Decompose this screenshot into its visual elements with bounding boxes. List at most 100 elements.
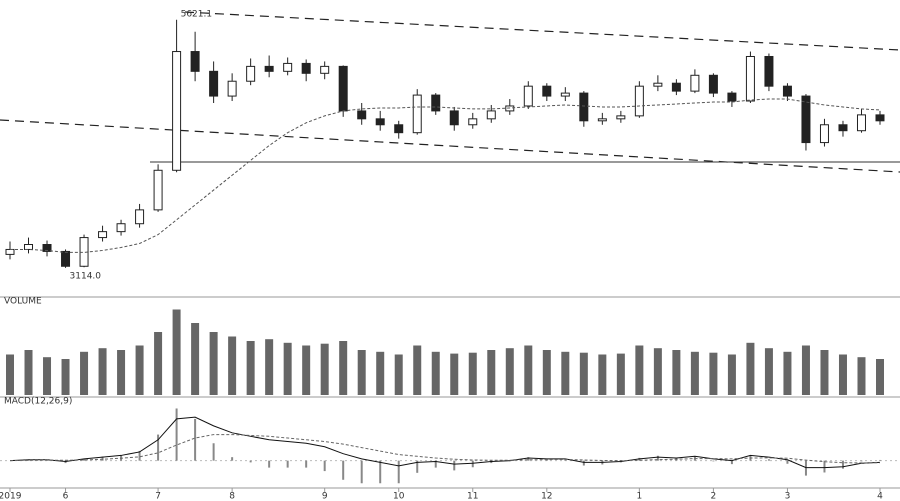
volume-bar [320, 343, 329, 395]
volume-bar [820, 350, 829, 395]
candle-body [320, 65, 330, 74]
moving-average-line [10, 98, 881, 253]
candle-body [42, 244, 52, 252]
volume-bar [727, 354, 736, 395]
candle-body [579, 92, 589, 122]
volume-bar [339, 341, 348, 395]
candle-body [764, 55, 774, 87]
volume-bar [302, 345, 311, 395]
volume-bar [80, 351, 89, 395]
volume-bar [838, 354, 847, 395]
volume-bar [209, 332, 218, 395]
x-tick-label: 11 [467, 492, 478, 501]
x-tick-label: 1 [636, 492, 642, 501]
volume-bar [690, 351, 699, 395]
volume-bar [117, 350, 126, 395]
trend-line [0, 119, 900, 173]
x-tick-label: 6 [63, 492, 69, 501]
volume-bar [746, 342, 755, 395]
volume-bar [376, 351, 385, 395]
volume-bar [283, 342, 292, 395]
candle-body [468, 118, 478, 126]
x-tick-label: 8 [229, 492, 235, 501]
candle-body [875, 114, 885, 122]
candle-body [357, 110, 367, 120]
candle-body [135, 209, 145, 225]
volume-bar [98, 348, 107, 395]
volume-bar [61, 359, 70, 395]
volume-bar [524, 345, 533, 395]
candle-body [819, 124, 829, 144]
volume-bar [801, 345, 810, 395]
candle-body [671, 82, 681, 92]
candle-body [560, 92, 570, 97]
candle-body [301, 62, 311, 74]
macd-dif-line [9, 416, 881, 469]
candle-body [190, 51, 200, 72]
candle-body [616, 115, 626, 120]
candle-body [708, 74, 718, 94]
volume-bar [246, 341, 255, 395]
volume-bar [357, 350, 366, 395]
candle-body [24, 244, 34, 250]
candle-body [449, 110, 459, 126]
volume-bar [228, 336, 237, 395]
candle-body [98, 231, 108, 239]
candle-body [209, 70, 219, 97]
volume-bar [783, 351, 792, 395]
candle-body [782, 85, 792, 97]
candle-body [727, 92, 737, 102]
volume-bar [394, 354, 403, 395]
volume-bar [413, 345, 422, 395]
x-tick-label: 2019 [0, 492, 22, 501]
candle-body [227, 80, 237, 97]
candle-body [856, 114, 866, 132]
volume-bar [709, 352, 718, 395]
macd-dea-line [9, 434, 881, 464]
x-tick-label: 10 [393, 492, 405, 501]
volume-bar [672, 350, 681, 395]
candle-body [338, 65, 348, 112]
volume-bar [191, 323, 200, 395]
candle-body [431, 94, 441, 112]
volume-bar [24, 350, 33, 395]
price-annotation: 5621.1 [181, 9, 213, 19]
trend-line [184, 11, 900, 51]
volume-bar [6, 354, 14, 395]
volume-bar [135, 345, 144, 395]
candle-body [745, 55, 755, 102]
candle-body [412, 94, 422, 134]
candle-body [542, 85, 552, 97]
volume-bar [635, 345, 644, 395]
candle-body [246, 65, 256, 82]
candle-body [597, 118, 607, 122]
volume-bar [579, 352, 588, 395]
candle-body [394, 124, 404, 134]
volume-bar [653, 348, 662, 395]
x-tick-label: 12 [541, 492, 552, 501]
volume-bar [876, 359, 884, 395]
candle-body [5, 248, 15, 255]
volume-title: VOLUME [4, 297, 42, 307]
candle-body [283, 62, 293, 72]
candle-body [375, 118, 385, 126]
candle-body [838, 124, 848, 132]
volume-bar [542, 350, 551, 395]
candle-body [153, 169, 163, 211]
candle-body [523, 85, 533, 107]
candle-body [634, 85, 644, 117]
candle-body [801, 95, 811, 144]
candle-body [172, 51, 182, 171]
volume-bar [487, 350, 496, 395]
candle-body [61, 250, 71, 267]
x-tick-label: 4 [877, 492, 883, 501]
price-annotation: 3114.0 [70, 271, 102, 281]
candle-body [264, 65, 274, 72]
volume-bar [43, 357, 52, 395]
volume-bar [598, 354, 607, 395]
volume-bar [431, 351, 440, 395]
x-tick-label: 7 [155, 492, 161, 501]
macd-title: MACD(12,26,9) [4, 397, 72, 407]
volume-bar [505, 348, 514, 395]
